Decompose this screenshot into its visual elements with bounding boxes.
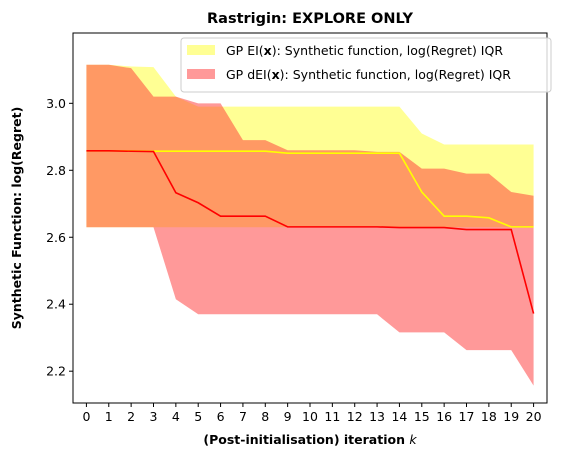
legend: GP EI(x): Synthetic function, log(Regret… [180, 37, 552, 93]
x-tick-label: 10 [302, 409, 318, 424]
x-tick-label: 0 [82, 409, 90, 424]
median-line-series-0 [86, 150, 534, 228]
x-tick-label: 16 [436, 409, 452, 424]
y-tick-label: 3.0 [46, 96, 66, 111]
median-line-series-1 [86, 150, 535, 314]
iqr-bands [86, 64, 534, 386]
x-tick-label: 14 [391, 409, 407, 424]
x-tick-label: 12 [347, 409, 363, 424]
legend-label-series-1: GP dEI(x): Synthetic function, log(Regre… [226, 67, 511, 82]
x-tick-label: 4 [172, 409, 180, 424]
x-tick-label: 3 [150, 409, 158, 424]
x-tick-label: 6 [217, 409, 225, 424]
x-tick-label: 17 [459, 409, 475, 424]
x-tick-label: 20 [526, 409, 542, 424]
y-tick-label: 2.2 [46, 364, 66, 379]
x-tick-label: 11 [324, 409, 340, 424]
chart-title: Rastrigin: EXPLORE ONLY [207, 11, 413, 27]
x-tick-label: 9 [284, 409, 292, 424]
legend-label-series-0: GP EI(x): Synthetic function, log(Regret… [226, 43, 503, 58]
x-tick-label: 18 [481, 409, 497, 424]
x-tick-label: 5 [194, 409, 202, 424]
x-tick-label: 2 [127, 409, 135, 424]
y-tick-label: 2.6 [46, 230, 66, 245]
x-axis-title: (Post-initialisation) iteration k [203, 432, 417, 447]
y-tick-label: 2.8 [46, 163, 66, 178]
y-axis-title: Synthetic Function: log(Regret) [9, 107, 24, 330]
x-tick-label: 13 [369, 409, 385, 424]
x-axis: 0 1 2 3 4 5 6 7 8 9 10 11 12 13 14 15 16 17 18 19 20 [82, 403, 542, 424]
legend-box [180, 37, 552, 93]
median-lines [86, 150, 535, 314]
y-tick-label: 2.4 [46, 297, 66, 312]
x-tick-label: 7 [239, 409, 247, 424]
x-axis-variable: k [409, 432, 417, 447]
x-tick-label: 1 [105, 409, 113, 424]
x-tick-label: 19 [503, 409, 519, 424]
x-tick-label: 8 [261, 409, 269, 424]
y-axis: 2.2 2.4 2.6 2.8 3.0 [46, 96, 73, 379]
iqr-band-series-1 [86, 64, 534, 386]
x-tick-label: 15 [414, 409, 430, 424]
legend-swatch-series-0 [187, 45, 215, 55]
legend-swatch-series-1 [187, 69, 215, 79]
